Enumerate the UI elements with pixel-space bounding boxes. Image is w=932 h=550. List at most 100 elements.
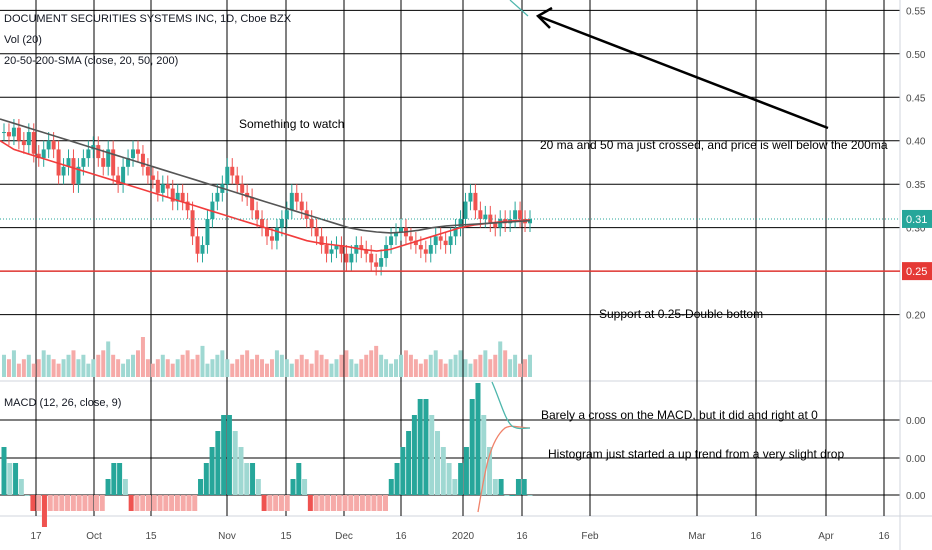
volume-bar <box>488 359 493 377</box>
candle-body <box>344 253 349 263</box>
macd-histogram-bar <box>284 495 290 511</box>
volume-bar <box>155 359 160 377</box>
macd-histogram-bar <box>417 399 423 495</box>
volume-bar <box>180 354 185 377</box>
macd-histogram-bar <box>342 495 348 511</box>
candle-body <box>26 132 31 146</box>
price-tick-label: 0.55 <box>906 6 926 17</box>
candle-body <box>274 227 279 241</box>
volume-bar <box>379 354 384 377</box>
candle-body <box>155 179 160 193</box>
volume-bar <box>493 354 498 377</box>
macd-histogram-bar <box>117 463 123 495</box>
macd-histogram-bar <box>163 495 169 511</box>
candle-body <box>265 227 269 237</box>
macd-histogram-bar <box>53 495 59 511</box>
volume-bar <box>518 363 523 377</box>
macd-histogram-bar <box>423 399 429 495</box>
volume-bar <box>269 359 274 377</box>
candle-body <box>294 192 299 202</box>
volume-bar <box>106 341 111 377</box>
candle-body <box>135 149 140 154</box>
macd-histogram-bar <box>261 495 267 511</box>
candle-body <box>106 149 111 167</box>
macd-histogram-bar <box>59 495 65 511</box>
volume-bar <box>513 354 518 377</box>
macd-histogram-bar <box>198 479 204 495</box>
candle-body <box>2 132 6 134</box>
candle-body <box>150 175 155 180</box>
macd-histogram-bar <box>13 463 19 495</box>
volume-bar <box>165 359 170 377</box>
volume-bar <box>438 359 443 377</box>
trend-line-fragment <box>509 0 529 17</box>
candle-body <box>289 192 294 211</box>
macd-histogram-bar <box>515 479 521 495</box>
volume-bar <box>86 363 91 377</box>
macd-histogram-bar <box>487 447 493 495</box>
candle-body <box>255 210 260 219</box>
volume-bar <box>195 354 200 377</box>
volume-bar <box>483 350 488 377</box>
volume-bar <box>299 354 304 377</box>
volume-bar <box>220 350 225 377</box>
candle-body <box>359 245 364 250</box>
volume-bar <box>364 354 369 377</box>
volume-bar <box>205 363 210 377</box>
macd-tick-label: 0.00 <box>906 454 926 465</box>
macd-histogram-bar <box>359 495 365 511</box>
volume-bar <box>304 359 309 377</box>
macd-histogram-bar <box>244 463 250 495</box>
candle-body <box>165 184 170 189</box>
annotation-macd-cross: Barely a cross on the MACD, but it did a… <box>541 408 818 422</box>
candle-body <box>443 240 448 246</box>
macd-tick-label: 0.00 <box>906 416 926 427</box>
volume-bar <box>36 359 41 377</box>
volume-bar <box>190 359 195 377</box>
candle-body <box>21 140 26 146</box>
candle-body <box>428 245 433 254</box>
volume-bar <box>369 350 374 377</box>
candle-body <box>41 149 46 159</box>
time-tick-label: Nov <box>218 531 236 542</box>
volume-bar <box>56 363 61 377</box>
volume-bar <box>51 359 56 377</box>
candle-body <box>369 253 374 263</box>
time-tick-label: 16 <box>750 531 762 542</box>
volume-bar <box>66 354 71 377</box>
macd-histogram-bar <box>492 479 498 495</box>
candle-body <box>56 149 61 176</box>
macd-histogram-bar <box>388 479 394 495</box>
macd-histogram-bar <box>238 447 244 495</box>
macd-histogram-bar <box>169 495 175 511</box>
volume-bar <box>21 359 26 377</box>
macd-histogram-bar <box>215 431 221 495</box>
macd-histogram-bar <box>82 495 88 511</box>
macd-histogram-bar <box>313 495 319 511</box>
candle-body <box>463 201 468 219</box>
macd-histogram-bar <box>140 495 146 511</box>
candle-body <box>250 197 255 211</box>
sma-20-line <box>0 140 531 252</box>
volume-bar <box>384 359 389 377</box>
time-tick-label: Mar <box>688 531 706 542</box>
volume-bar <box>473 359 478 377</box>
macd-signal-line <box>477 425 531 513</box>
volume-bar <box>131 354 136 377</box>
candle-body <box>126 158 131 167</box>
macd-histogram-bar <box>429 415 435 495</box>
time-tick-label: Apr <box>818 531 834 542</box>
candle-body <box>245 192 250 198</box>
candle-body <box>121 166 126 185</box>
macd-histogram-bar <box>377 495 383 511</box>
volume-bar <box>398 354 403 377</box>
candle-body <box>205 218 210 246</box>
volume-bar <box>185 350 190 377</box>
candle-body <box>11 127 16 137</box>
volume-bar <box>71 350 76 377</box>
volume-bar <box>31 363 36 377</box>
volume-bar <box>389 363 394 377</box>
volume-bar <box>160 354 165 377</box>
